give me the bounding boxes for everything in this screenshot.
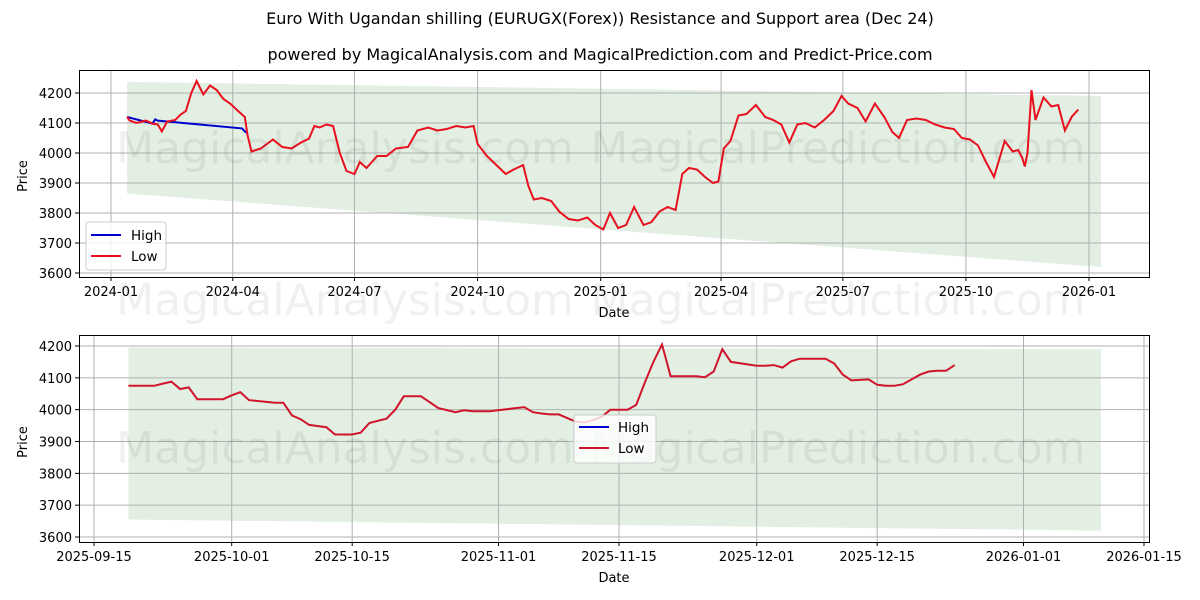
y-tick-label: 3900	[39, 177, 72, 192]
y-tick-label: 3600	[39, 267, 72, 282]
y-tick-label: 4000	[39, 404, 72, 419]
watermark-text: MagicalPrediction.com	[591, 275, 1086, 326]
legend: High Low	[85, 221, 167, 271]
x-axis-label: Date	[598, 571, 629, 586]
x-tick-label: 2025-10	[939, 285, 993, 300]
x-tick-label: 2025-11-15	[581, 550, 657, 565]
legend-high-label: High	[618, 420, 649, 436]
y-tick-label: 3800	[39, 467, 72, 482]
y-tick-label: 3900	[39, 436, 72, 451]
x-tick-label: 2026-01-15	[1106, 550, 1182, 565]
low-series-line	[126, 78, 1080, 231]
x-tick-label: 2026-01-01	[986, 550, 1062, 565]
x-tick-label: 2025-04	[694, 285, 748, 300]
y-tick-label: 4200	[39, 340, 72, 355]
legend-low-label: Low	[131, 249, 158, 265]
x-tick-label: 2024-07	[327, 285, 381, 300]
plot-frame	[79, 335, 1150, 543]
x-tick-label: 2025-10-15	[314, 550, 390, 565]
x-tick-label: 2024-01	[84, 285, 138, 300]
x-tick-label: 2024-04	[206, 285, 260, 300]
y-tick-label: 3700	[39, 499, 72, 514]
y-tick-label: 4200	[39, 87, 72, 102]
watermark-text: MagicalPrediction.com	[591, 423, 1086, 474]
y-tick-label: 3800	[39, 207, 72, 222]
x-tick-label: 2025-10-01	[194, 550, 270, 565]
zoomed-price-chart: MagicalAnalysis.com MagicalPrediction.co…	[16, 335, 1182, 586]
x-tick-label: 2025-09-15	[56, 550, 132, 565]
x-tick-label: 2025-11-01	[461, 550, 537, 565]
x-tick-label: 2024-10	[450, 285, 504, 300]
legend: High Low	[573, 414, 657, 464]
legend-high-label: High	[131, 228, 162, 244]
x-tick-label: 2025-07	[816, 285, 870, 300]
y-tick-label: 4100	[39, 372, 72, 387]
y-axis-label: Price	[16, 160, 31, 192]
y-tick-label: 3600	[39, 531, 72, 546]
y-axis-ticks: 3600 3700 3800 3900 4000 4100 4200	[39, 340, 79, 546]
y-axis-label: Price	[16, 426, 31, 458]
low-series-line	[128, 341, 956, 436]
y-tick-label: 3700	[39, 237, 72, 252]
grid-lines	[79, 335, 1150, 542]
plot-frame	[79, 70, 1150, 278]
main-price-chart: MagicalAnalysis.com MagicalPrediction.co…	[16, 70, 1150, 326]
x-axis-ticks: 2024-01 2024-04 2024-07 2024-10 2025-01 2025-…	[84, 277, 1116, 300]
x-tick-label: 2026-01	[1062, 285, 1116, 300]
watermark-text: MagicalAnalysis.com	[116, 423, 574, 474]
resistance-support-band	[127, 81, 1102, 268]
x-axis-label: Date	[598, 306, 629, 321]
x-tick-label: 2025-12-01	[719, 550, 795, 565]
watermark-text: MagicalAnalysis.com	[116, 275, 574, 326]
chart-title: Euro With Ugandan shilling (EURUGX(Forex…	[266, 9, 934, 28]
chart-subtitle: powered by MagicalAnalysis.com and Magic…	[267, 45, 933, 64]
legend-low-label: Low	[618, 441, 645, 457]
y-axis-ticks: 3600 3700 3800 3900 4000 4100 4200	[39, 87, 79, 282]
y-tick-label: 4100	[39, 117, 72, 132]
x-tick-label: 2025-12-15	[839, 550, 915, 565]
x-tick-label: 2025-01	[574, 285, 628, 300]
x-axis-ticks: 2025-09-15 2025-10-01 2025-10-15 2025-11-01…	[56, 542, 1182, 565]
y-tick-label: 4000	[39, 147, 72, 162]
